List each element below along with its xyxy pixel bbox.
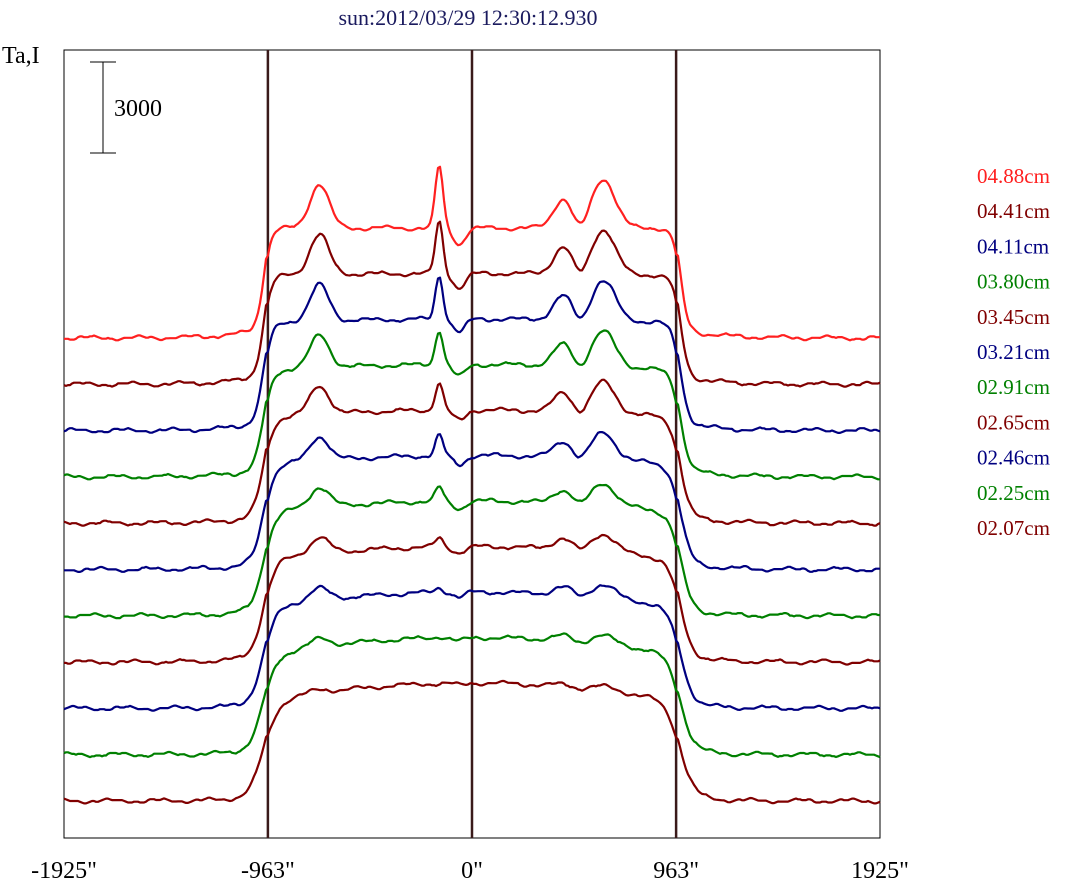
series-line-03-21cm: [64, 431, 880, 574]
series-line-03-80cm: [63, 329, 880, 481]
series-line-02-65cm: [64, 533, 881, 666]
legend-item: 03.21cm: [977, 340, 1050, 364]
legend-item: 04.88cm: [977, 164, 1050, 188]
legend-item: 02.25cm: [977, 481, 1050, 505]
legend: 04.88cm 04.41cm 04.11cm 03.80cm 03.45cm 03.21…: [977, 164, 1050, 540]
legend-item: 02.91cm: [977, 375, 1050, 399]
legend-item: 04.11cm: [977, 234, 1049, 258]
series-line-02-25cm: [63, 632, 881, 759]
legend-item: 03.80cm: [977, 270, 1050, 294]
scale-bar: 3000: [90, 61, 162, 154]
legend-item: 03.45cm: [977, 305, 1050, 329]
y-axis-label: Ta,I: [2, 43, 40, 69]
x-tick-labels: -1925" -963" 0" 963" 1925": [31, 858, 909, 884]
series-line-03-45cm: [63, 378, 881, 527]
series-line-04-88cm: [64, 165, 880, 342]
x-tick-label: 963": [653, 858, 699, 884]
series-curves: [63, 165, 881, 805]
legend-item: 02.65cm: [977, 410, 1050, 434]
series-line-02-46cm: [63, 584, 881, 712]
legend-item: 02.46cm: [977, 446, 1050, 470]
legend-item: 02.07cm: [977, 516, 1050, 540]
series-line-02-07cm: [63, 679, 881, 805]
chart-title: sun:2012/03/29 12:30:12.930: [338, 5, 597, 30]
x-tick-label: 1925": [851, 858, 909, 884]
x-tick-label: -963": [241, 858, 295, 884]
series-line-02-91cm: [64, 483, 880, 620]
legend-item: 04.41cm: [977, 199, 1050, 223]
x-tick-label: -1925": [31, 858, 97, 884]
vertical-reference-lines: [266, 50, 678, 838]
scale-bar-label: 3000: [114, 96, 162, 122]
series-line-04-11cm: [63, 276, 881, 434]
series-line-04-41cm: [63, 220, 881, 388]
x-tick-label: 0": [461, 858, 483, 884]
